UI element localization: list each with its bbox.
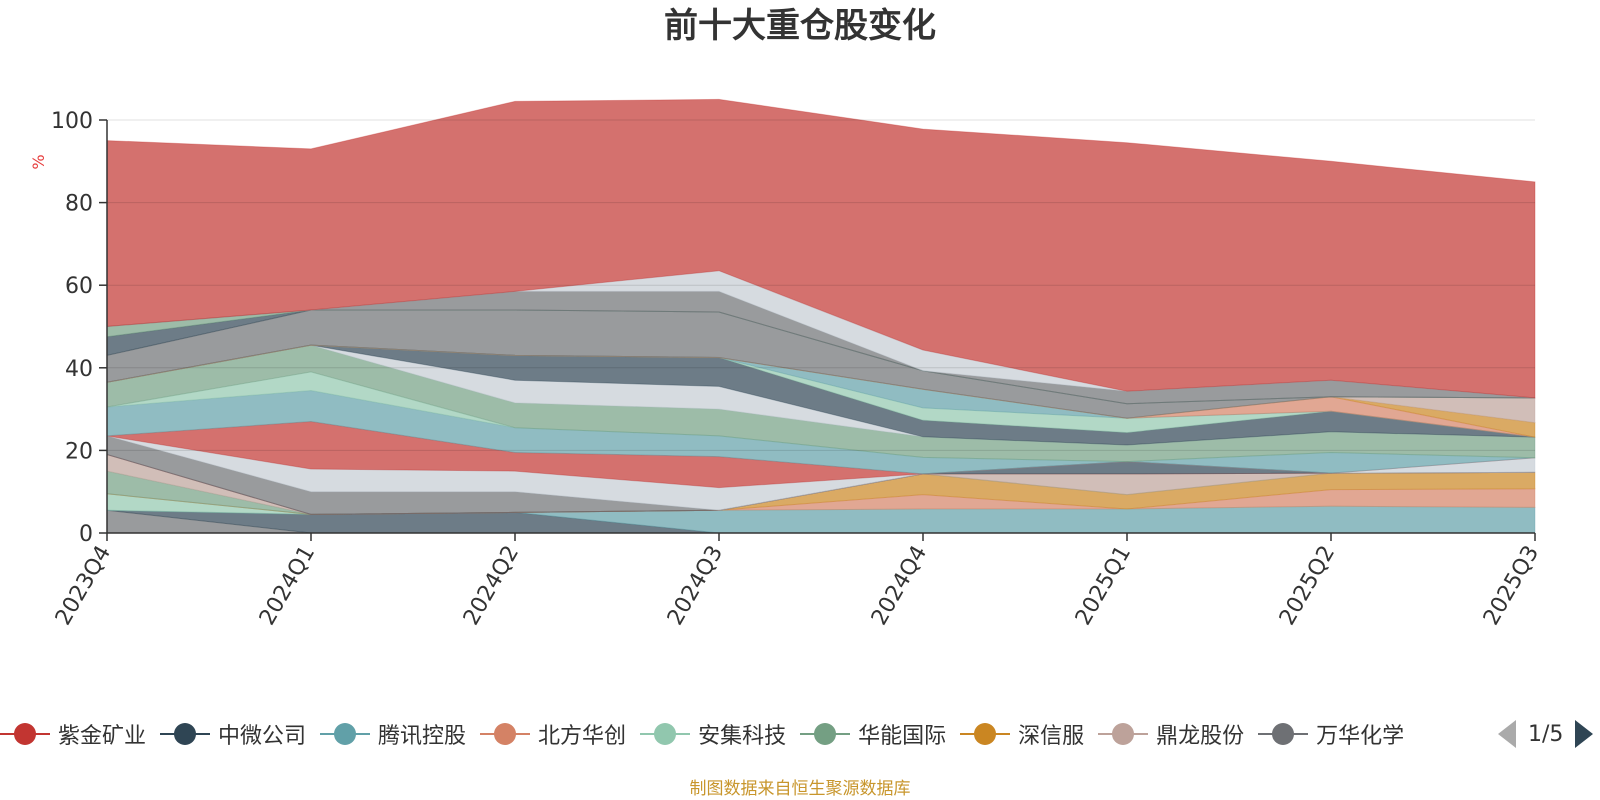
legend-marker-icon	[640, 720, 691, 748]
legend-label: 中微公司	[218, 724, 307, 749]
x-tick-label-2: 2024Q2	[459, 542, 524, 630]
x-tick-label-3: 2024Q3	[663, 542, 728, 630]
legend-label: 安集科技	[698, 724, 787, 749]
legend-item-3[interactable]: 北方华创	[480, 714, 626, 754]
y-tick-label-5: 100	[51, 109, 93, 134]
legend-marker-icon	[320, 720, 371, 748]
area-series-28[interactable]	[106, 98, 1536, 399]
legend-label: 北方华创	[538, 724, 627, 749]
legend-label: 腾讯控股	[378, 724, 467, 749]
legend-items: 紫金矿业 中微公司 腾讯控股 北方华创 安集科技 华能国际 深信服 鼎龙股份 万华化学	[0, 714, 1480, 754]
legend: 紫金矿业 中微公司 腾讯控股 北方华创 安集科技 华能国际 深信服 鼎龙股份 万华化学 1/5	[0, 714, 1600, 754]
legend-item-7[interactable]: 鼎龙股份	[1098, 714, 1244, 754]
area-series-21[interactable]	[106, 344, 1536, 438]
y-axis-label: %	[29, 154, 48, 169]
legend-marker-icon	[160, 720, 211, 748]
data-source-note: 制图数据来自恒生聚源数据库	[689, 779, 911, 799]
legend-marker-icon	[1258, 720, 1309, 748]
legend-label: 紫金矿业	[58, 724, 147, 749]
legend-item-4[interactable]: 安集科技	[640, 714, 786, 754]
legend-marker-icon	[960, 720, 1011, 748]
legend-prev-icon[interactable]	[1498, 720, 1516, 748]
y-tick-label-0: 0	[79, 522, 93, 547]
legend-page-info: 1/5	[1528, 721, 1564, 747]
legend-label: 万华化学	[1316, 724, 1405, 749]
legend-pager: 1/5	[1498, 720, 1594, 748]
chart-title: 前十大重仓股变化	[664, 6, 936, 46]
x-tick-label-0: 2023Q4	[51, 542, 116, 630]
x-tick-label-6: 2025Q2	[1275, 542, 1340, 630]
grid-lines	[107, 119, 1535, 451]
legend-item-6[interactable]: 深信服	[960, 714, 1084, 754]
legend-marker-icon	[800, 720, 851, 748]
x-tick-label-5: 2025Q1	[1071, 542, 1136, 630]
x-tick-label-1: 2024Q1	[255, 542, 320, 630]
legend-marker-icon	[1098, 720, 1149, 748]
legend-next-icon[interactable]	[1575, 720, 1594, 748]
legend-item-8[interactable]: 万华化学	[1258, 714, 1404, 754]
legend-item-0[interactable]: 紫金矿业	[0, 714, 146, 754]
x-tick-label-7: 2025Q3	[1479, 542, 1544, 630]
legend-marker-icon	[480, 720, 531, 748]
legend-item-5[interactable]: 华能国际	[800, 714, 946, 754]
y-tick-label-2: 40	[65, 357, 93, 382]
legend-label: 华能国际	[858, 724, 947, 749]
x-tick-label-4: 2024Q4	[867, 542, 932, 630]
legend-label: 深信服	[1018, 724, 1085, 749]
stacked-area-series	[106, 98, 1536, 534]
legend-marker-icon	[0, 720, 50, 748]
legend-label: 鼎龙股份	[1156, 724, 1245, 749]
area-series-22[interactable]	[106, 344, 1536, 424]
y-tick-label-1: 20	[65, 439, 93, 464]
y-tick-label-4: 80	[65, 192, 93, 217]
y-tick-label-3: 60	[65, 274, 93, 299]
legend-item-2[interactable]: 腾讯控股	[320, 714, 466, 754]
legend-item-1[interactable]: 中微公司	[160, 714, 306, 754]
